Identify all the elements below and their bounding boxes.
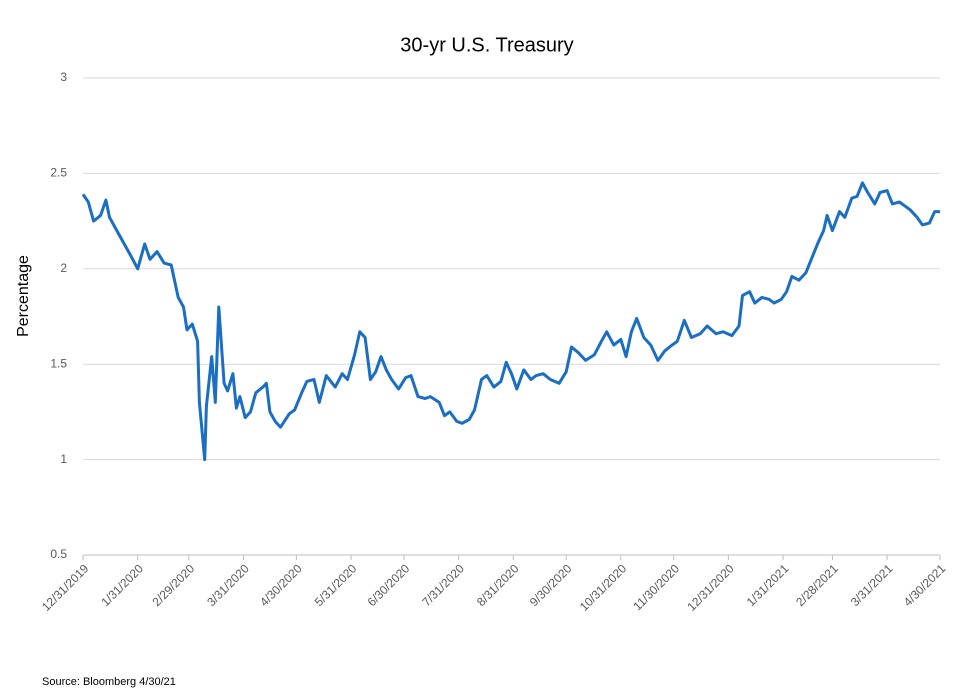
y-tick-label: 1.5: [50, 356, 67, 370]
y-axis-label: Percentage: [15, 255, 32, 337]
x-tick-label: 12/31/2020: [684, 561, 737, 614]
chart-title: 30-yr U.S. Treasury: [400, 34, 573, 56]
x-tick-label: 4/30/2021: [901, 561, 949, 609]
y-tick-label: 0.5: [50, 547, 67, 561]
y-tick-label: 2.5: [50, 166, 67, 180]
y-tick-label: 2: [60, 261, 67, 275]
x-tick-label: 7/31/2020: [419, 561, 467, 609]
y-tick-label: 1: [60, 452, 67, 466]
data-line: [81, 181, 940, 462]
x-tick-label: 11/30/2020: [630, 561, 682, 613]
x-tick-label: 1/31/2021: [744, 561, 792, 609]
x-tick-label: 6/30/2020: [365, 561, 413, 609]
x-tick-label: 3/31/2021: [848, 561, 896, 609]
y-tick-label: 3: [60, 70, 67, 84]
x-tick-label: 3/31/2020: [204, 561, 252, 609]
x-tick-label: 5/31/2020: [312, 561, 360, 609]
x-tick-label: 2/28/2021: [793, 561, 841, 609]
source-note: Source: Bloomberg 4/30/21: [42, 676, 176, 688]
x-tick-label: 12/31/2019: [39, 561, 92, 614]
x-tick-label: 10/31/2020: [577, 561, 630, 614]
x-tick-label: 4/30/2020: [257, 561, 305, 609]
x-tick-label: 1/31/2020: [98, 561, 146, 609]
x-tick-label: 9/30/2020: [527, 561, 575, 609]
x-tick-label: 2/29/2020: [150, 561, 198, 609]
x-tick-label: 8/31/2020: [474, 561, 522, 609]
